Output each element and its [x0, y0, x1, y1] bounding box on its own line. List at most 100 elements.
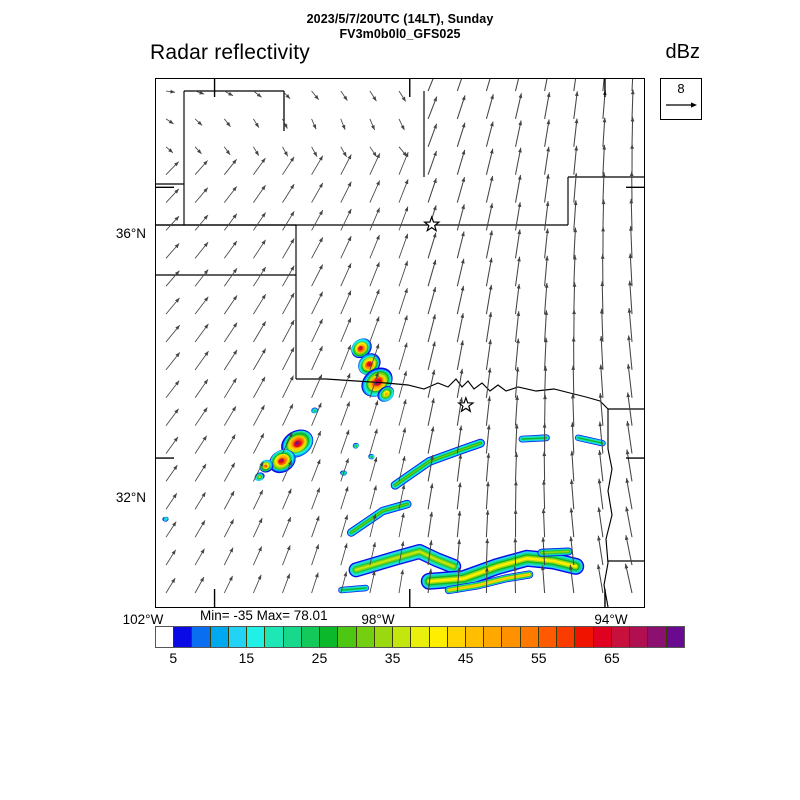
- wind-arrow-icon: [600, 281, 605, 315]
- wind-arrow-icon: [194, 379, 209, 399]
- wind-arrow-icon: [311, 318, 323, 343]
- wind-arrow-icon: [600, 254, 605, 287]
- wind-arrow-icon: [456, 258, 465, 287]
- wind-arrow-icon: [398, 427, 407, 454]
- wind-arrow-icon: [514, 423, 519, 454]
- wind-arrow-icon: [369, 153, 381, 175]
- wind-arrow-icon: [485, 453, 491, 482]
- colorbar-segment: [593, 627, 612, 647]
- colorbar-tick-label: 15: [238, 650, 255, 666]
- wind-arrow-icon: [194, 90, 205, 95]
- wind-arrow-icon: [624, 535, 633, 566]
- wind-arrow-icon: [340, 401, 350, 426]
- wind-arrow-icon: [601, 172, 606, 203]
- wind-arrow-icon: [253, 574, 262, 594]
- wind-arrow-icon: [282, 488, 292, 510]
- wind-arrow-icon: [427, 568, 433, 594]
- wind-arrow-icon: [340, 486, 349, 510]
- wind-arrow-icon: [514, 229, 522, 259]
- wind-arrow-icon: [569, 564, 575, 594]
- wind-arrow-icon: [282, 146, 289, 157]
- title-datetime: 2023/5/7/20UTC (14LT), Sunday: [306, 12, 494, 26]
- wind-arrow-icon: [602, 117, 607, 147]
- wind-arrow-icon: [485, 257, 493, 287]
- wind-arrow-icon: [427, 511, 434, 538]
- star-icon: [457, 396, 475, 413]
- wind-arrow-icon: [485, 175, 494, 203]
- wind-arrow-icon: [369, 371, 379, 398]
- wind-arrow-icon: [456, 313, 465, 343]
- wind-arrow-icon: [456, 482, 462, 510]
- wind-arrow-icon: [253, 266, 267, 287]
- wind-arrow-icon: [194, 160, 208, 175]
- wind-arrow-icon: [311, 264, 324, 287]
- wind-arrow-icon: [311, 90, 320, 100]
- colorbar-segment: [338, 627, 357, 647]
- wind-arrow-icon: [398, 233, 409, 259]
- wind-arrow-icon: [282, 347, 295, 371]
- wind-arrow-icon: [253, 321, 267, 343]
- wind-arrow-icon: [282, 516, 292, 538]
- wind-arrow-icon: [631, 79, 634, 92]
- wind-arrow-icon: [369, 456, 378, 482]
- colorbar-segment: [648, 627, 667, 647]
- wind-arrow-icon: [194, 241, 209, 259]
- wind-arrow-icon: [340, 429, 350, 454]
- wind-arrow-icon: [599, 308, 604, 343]
- wind-arrow-icon: [544, 201, 550, 231]
- radar-echo-band: [444, 570, 534, 595]
- colorbar-segment: [356, 627, 375, 647]
- wind-arrow-icon: [485, 79, 491, 92]
- wind-arrow-icon: [398, 287, 408, 315]
- wind-arrow-icon: [253, 212, 266, 231]
- wind-arrow-icon: [369, 146, 377, 158]
- wind-arrow-icon: [340, 543, 348, 566]
- map-plot-area[interactable]: [155, 78, 645, 608]
- wind-arrow-icon: [398, 541, 405, 566]
- wind-arrow-icon: [456, 122, 466, 147]
- wind-arrow-icon: [456, 397, 463, 426]
- wind-arrow-icon: [514, 395, 519, 426]
- wind-arrow-icon: [485, 284, 493, 315]
- wind-arrow-icon: [627, 335, 633, 370]
- wind-arrow-icon: [456, 510, 462, 538]
- wind-arrow-icon: [194, 576, 205, 594]
- wind-arrow-icon: [597, 507, 604, 538]
- wind-arrow-icon: [573, 145, 579, 175]
- wind-arrow-icon: [597, 535, 604, 566]
- wind-arrow-icon: [456, 425, 463, 454]
- wind-arrow-icon: [514, 480, 518, 510]
- wind-arrow-icon: [571, 336, 576, 370]
- wind-arrow-icon: [485, 566, 489, 594]
- wind-arrow-icon: [223, 159, 237, 175]
- wind-arrow-icon: [626, 420, 633, 454]
- wind-arrow-icon: [573, 91, 579, 119]
- wind-arrow-icon: [340, 118, 346, 130]
- wind-arrow-icon: [544, 173, 550, 203]
- wind-arrow-icon: [282, 460, 293, 482]
- colorbar[interactable]: [155, 626, 685, 648]
- wind-arrow-icon: [165, 118, 174, 125]
- wind-arrow-icon: [570, 450, 575, 482]
- wind-arrow-icon: [253, 517, 263, 538]
- wind-arrow-icon: [630, 116, 635, 147]
- wind-arrow-icon: [398, 569, 404, 594]
- wind-arrow-icon: [485, 481, 490, 510]
- wind-arrow-icon: [513, 566, 517, 594]
- colorbar-segment: [575, 627, 594, 647]
- wind-arrow-icon: [544, 146, 550, 175]
- wind-arrow-icon: [340, 181, 352, 203]
- wind-arrow-icon: [282, 292, 295, 315]
- wind-arrow-icon: [398, 260, 409, 287]
- colorbar-segment: [429, 627, 448, 647]
- wind-arrow-icon: [485, 424, 491, 454]
- wind-arrow-icon: [369, 261, 380, 287]
- wind-arrow-icon: [340, 146, 347, 158]
- wind-arrow-icon: [340, 571, 348, 594]
- radar-echo-cell: [377, 386, 395, 402]
- wind-arrow-icon: [223, 213, 238, 231]
- wind-arrow-icon: [569, 536, 575, 566]
- wind-arrow-icon: [398, 512, 405, 538]
- radar-echo-layer: [162, 338, 606, 595]
- colorbar-segment: [320, 627, 339, 647]
